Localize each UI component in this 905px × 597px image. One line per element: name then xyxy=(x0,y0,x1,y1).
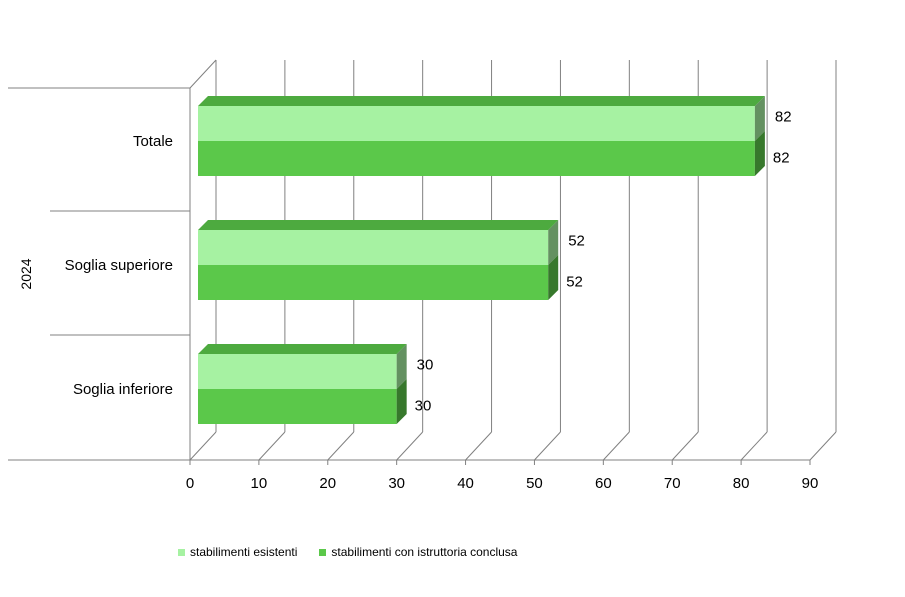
data-label-2-1: 52 xyxy=(566,274,583,291)
bar-side-2-2 xyxy=(396,379,407,424)
x-tick-label-20: 20 xyxy=(319,475,336,492)
bar-2-2 xyxy=(198,389,397,424)
data-label-1-1: 52 xyxy=(568,233,585,250)
bar-1-2 xyxy=(198,354,397,389)
x-tick-label-10: 10 xyxy=(251,475,268,492)
bar-2-0 xyxy=(198,141,755,176)
data-label-2-0: 82 xyxy=(773,150,790,167)
legend: stabilimenti esistenti stabilimenti con … xyxy=(178,545,517,559)
bar-top-2 xyxy=(198,344,407,354)
labels: 0 10 20 30 40 50 60 70 80 90 2024 Totale 82 82 Soglia … xyxy=(18,109,818,493)
bar-1-0 xyxy=(198,106,755,141)
x-tick-label-70: 70 xyxy=(664,475,681,492)
floor-line-x-30 xyxy=(396,431,424,461)
category-label-0: Totale xyxy=(133,133,173,150)
floor-line-x-0 xyxy=(189,431,217,461)
legend-swatch-series-2 xyxy=(319,548,327,556)
data-label-2-2: 30 xyxy=(415,398,432,415)
group-label: 2024 xyxy=(18,258,34,289)
floor-line-x-90 xyxy=(809,431,837,461)
floor-line-x-80 xyxy=(740,431,768,461)
floor-line-x-70 xyxy=(671,431,699,461)
bar-side-1-1 xyxy=(548,220,559,265)
floor-line-x-20 xyxy=(327,431,355,461)
bar-side-1-0 xyxy=(754,96,765,141)
bar-top-0 xyxy=(198,96,765,106)
legend-label-series-2: stabilimenti con istruttoria conclusa xyxy=(331,545,518,559)
floor-line-x-40 xyxy=(465,431,492,461)
side-wall-top-edge xyxy=(189,59,217,89)
bar-side-1-2 xyxy=(396,344,407,389)
legend-item-series-2: stabilimenti con istruttoria conclusa xyxy=(319,545,517,559)
legend-label-series-1: stabilimenti esistenti xyxy=(190,545,298,559)
floor-line-x-60 xyxy=(602,431,630,461)
category-label-1: Soglia superiore xyxy=(65,257,173,274)
legend-swatch-series-1 xyxy=(178,548,185,556)
floor-line-x-50 xyxy=(534,431,561,461)
x-tick-label-40: 40 xyxy=(457,475,474,492)
legend-item-series-1: stabilimenti esistenti xyxy=(178,545,297,559)
bar-1-1 xyxy=(198,230,549,265)
floor-line-x-10 xyxy=(258,431,286,461)
bars xyxy=(198,96,765,424)
category-label-2: Soglia inferiore xyxy=(73,381,173,398)
data-label-1-2: 30 xyxy=(417,357,434,374)
bar-top-1 xyxy=(198,220,559,230)
x-tick-label-60: 60 xyxy=(595,475,612,492)
x-tick-label-90: 90 xyxy=(802,475,819,492)
x-tick-label-0: 0 xyxy=(186,475,194,492)
bar-side-2-1 xyxy=(548,255,559,300)
x-tick-label-50: 50 xyxy=(526,475,543,492)
bar-side-2-0 xyxy=(754,131,765,176)
x-tick-label-80: 80 xyxy=(733,475,750,492)
bar-2-1 xyxy=(198,265,549,300)
data-label-1-0: 82 xyxy=(775,109,792,126)
x-tick-label-30: 30 xyxy=(388,475,405,492)
